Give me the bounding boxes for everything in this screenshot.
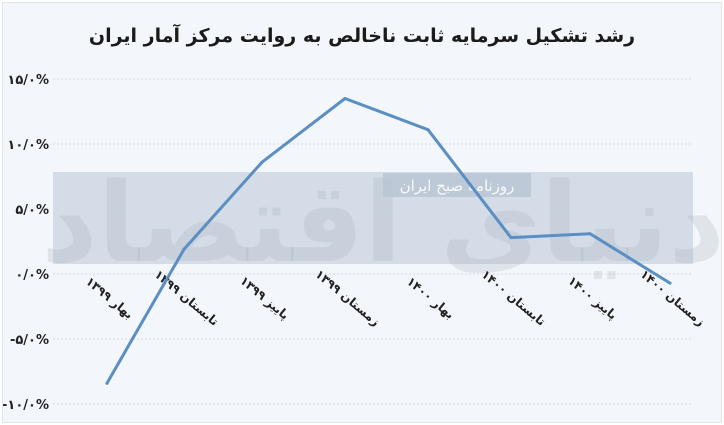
watermark-band bbox=[53, 172, 693, 264]
line-chart: ۱۵/۰% ۱۰/۰% ۵/۰% ۰/۰% -۵/۰% -۱۰/۰% دنیای اقتصا… bbox=[3, 73, 721, 413]
series-line bbox=[105, 97, 672, 385]
data-point bbox=[105, 381, 109, 385]
data-point bbox=[426, 128, 430, 132]
y-tick-label: ۱۵/۰% bbox=[7, 73, 49, 88]
data-point bbox=[509, 236, 513, 240]
watermark-strip bbox=[383, 173, 531, 197]
y-tick-label: ۵/۰% bbox=[15, 203, 49, 218]
chart-title: رشد تشکیل سرمایه ثابت ناخالص به روایت مر… bbox=[88, 25, 636, 47]
watermark-strip-text: روزنامه صبح ایران bbox=[400, 177, 515, 195]
data-point bbox=[588, 232, 592, 236]
data-point bbox=[260, 160, 264, 164]
y-tick-label: -۱۰/۰% bbox=[3, 398, 49, 413]
y-tick-label: ۰/۰% bbox=[15, 268, 49, 283]
y-tick-label: ۱۰/۰% bbox=[7, 138, 49, 153]
data-point bbox=[182, 247, 186, 251]
y-tick-label: -۵/۰% bbox=[10, 333, 49, 348]
data-point bbox=[343, 97, 347, 100]
watermark-logo: دنیای اقتصاد bbox=[41, 159, 721, 287]
data-point bbox=[668, 281, 672, 285]
